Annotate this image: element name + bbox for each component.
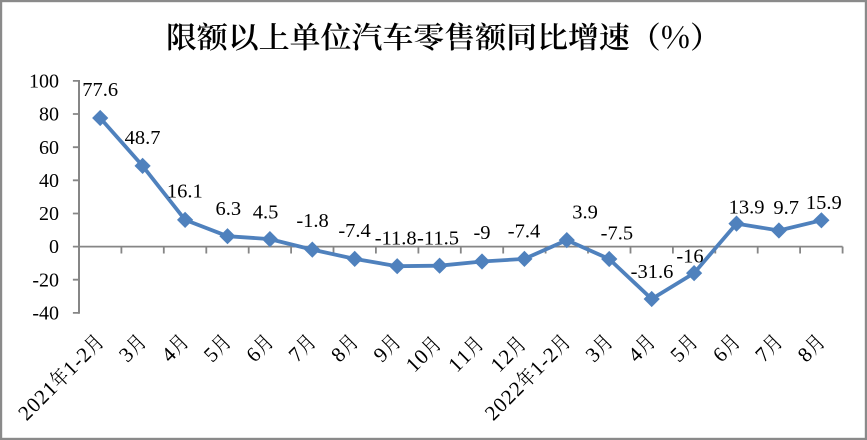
svg-text:80: 80 bbox=[39, 104, 59, 126]
svg-text:-9: -9 bbox=[473, 222, 490, 244]
svg-text:-11.5: -11.5 bbox=[417, 228, 459, 250]
svg-text:3.9: 3.9 bbox=[572, 202, 598, 224]
svg-text:13.9: 13.9 bbox=[729, 197, 765, 219]
svg-text:4.5: 4.5 bbox=[253, 201, 279, 223]
svg-text:-31.6: -31.6 bbox=[631, 261, 674, 283]
svg-text:6.3: 6.3 bbox=[215, 198, 241, 220]
svg-text:-11.8: -11.8 bbox=[375, 228, 417, 250]
svg-text:0: 0 bbox=[49, 236, 59, 258]
svg-text:77.6: 77.6 bbox=[82, 79, 118, 101]
svg-text:40: 40 bbox=[39, 170, 59, 192]
svg-text:48.7: 48.7 bbox=[125, 127, 161, 149]
svg-text:60: 60 bbox=[39, 137, 59, 159]
svg-text:-7.5: -7.5 bbox=[601, 222, 633, 244]
svg-text:-40: -40 bbox=[32, 303, 59, 325]
svg-text:100: 100 bbox=[29, 71, 59, 93]
svg-text:15.9: 15.9 bbox=[806, 192, 842, 214]
svg-text:-7.4: -7.4 bbox=[338, 220, 370, 242]
svg-text:-20: -20 bbox=[32, 269, 59, 291]
svg-text:20: 20 bbox=[39, 203, 59, 225]
svg-text:-1.8: -1.8 bbox=[296, 210, 328, 232]
svg-text:16.1: 16.1 bbox=[167, 181, 203, 203]
svg-text:9.7: 9.7 bbox=[773, 197, 799, 219]
svg-text:-7.4: -7.4 bbox=[508, 221, 540, 243]
svg-text:-16: -16 bbox=[676, 246, 703, 268]
